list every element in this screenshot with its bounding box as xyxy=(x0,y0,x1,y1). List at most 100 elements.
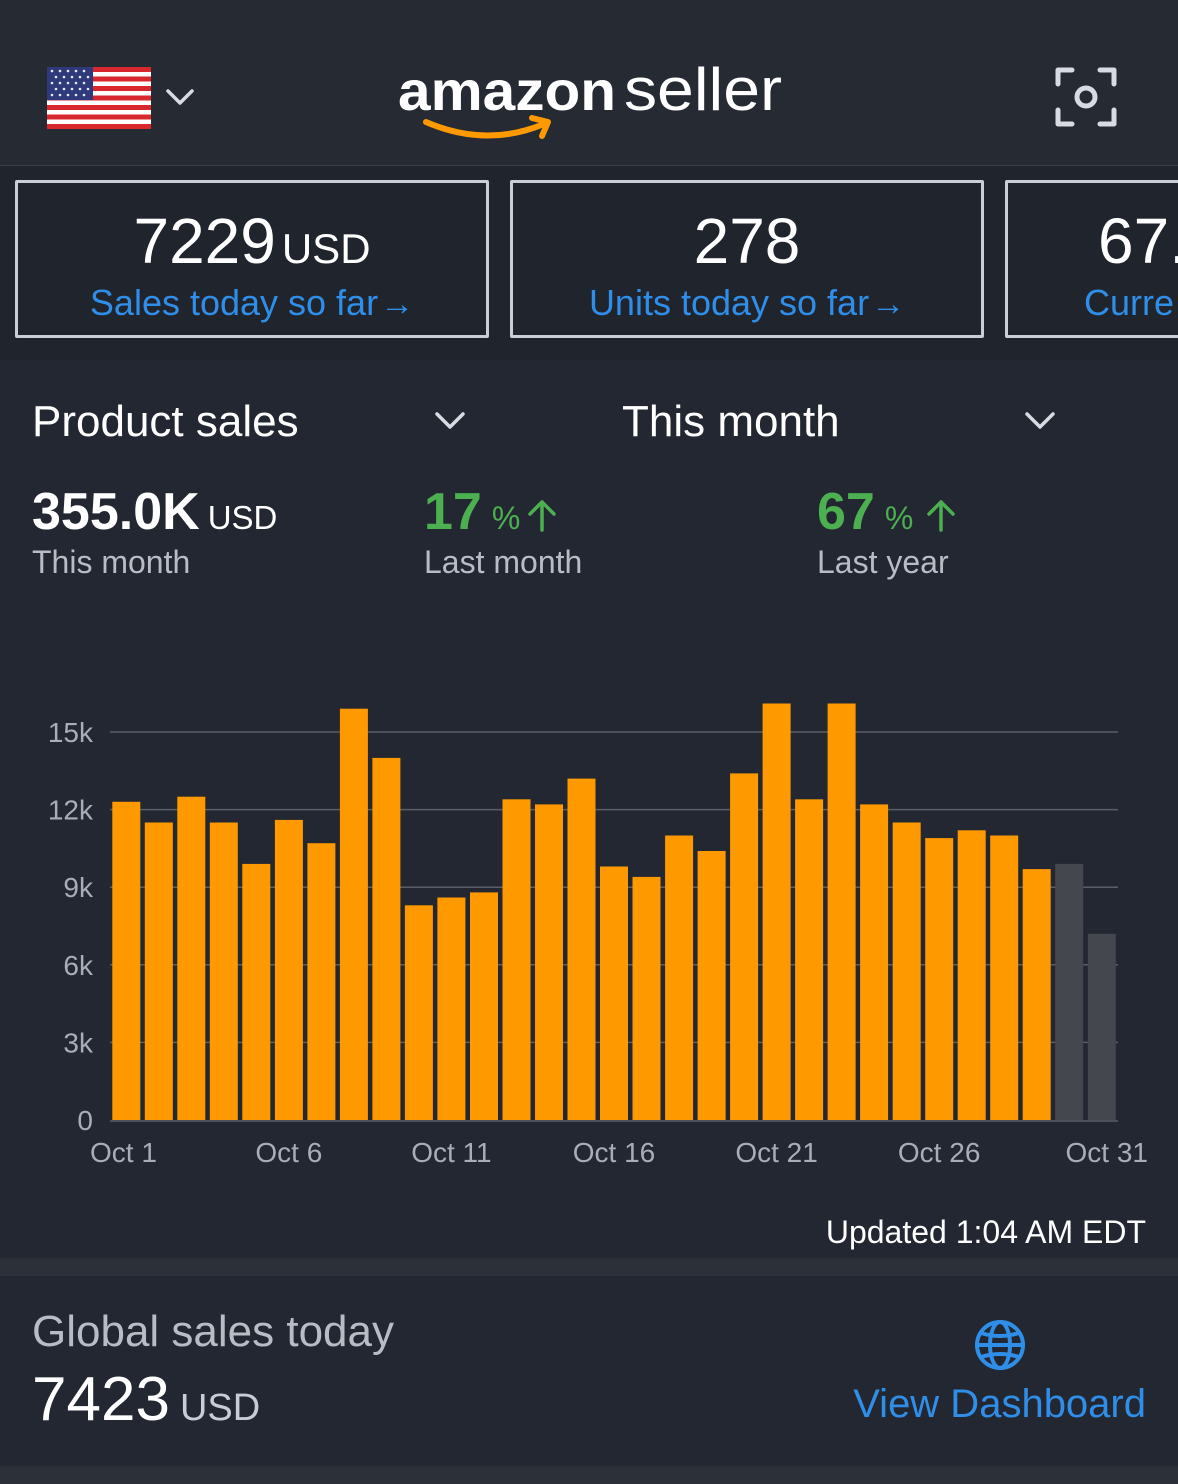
logo-brand-text: amazon xyxy=(398,59,616,122)
this-month-label: This month xyxy=(32,544,191,580)
bar-oct-3[interactable] xyxy=(177,796,206,1120)
chevron-down-icon[interactable] xyxy=(164,83,196,111)
this-month-stat: 355.0K USD xyxy=(32,482,277,548)
amazon-seller-logo: amazon seller xyxy=(398,56,782,139)
bar-oct-11[interactable] xyxy=(437,897,466,1121)
bar-oct-7[interactable] xyxy=(307,843,336,1120)
sales-today-link[interactable]: Sales today so far→ xyxy=(18,281,486,326)
units-today-label: Units today so far xyxy=(588,282,870,323)
x-tick-label: Oct 6 xyxy=(255,1137,322,1168)
bar-oct-2[interactable] xyxy=(144,822,173,1121)
updated-timestamp: Updated 1:04 AM EDT xyxy=(825,1214,1146,1250)
x-tick-label: Oct 16 xyxy=(573,1137,655,1168)
x-tick-label: Oct 31 xyxy=(1066,1137,1148,1168)
bar-oct-5[interactable] xyxy=(242,863,271,1120)
x-tick-label: Oct 11 xyxy=(411,1137,491,1168)
x-tick-label: Oct 26 xyxy=(898,1137,980,1168)
view-dashboard-link[interactable]: View Dashboard xyxy=(853,1382,1146,1426)
us-flag-icon xyxy=(47,67,151,129)
bar-oct-20[interactable] xyxy=(730,773,759,1120)
third-card-value-row: 67. xyxy=(1098,205,1178,277)
bar-oct-12[interactable] xyxy=(470,892,498,1120)
bar-oct-13[interactable] xyxy=(502,799,531,1120)
bar-oct-8[interactable] xyxy=(339,708,368,1120)
units-today-value: 278 xyxy=(693,205,801,277)
y-tick-label: 3k xyxy=(63,1027,94,1058)
last-year-value: 67 xyxy=(817,483,875,541)
bar-oct-4[interactable] xyxy=(209,822,238,1121)
bar-oct-1[interactable] xyxy=(112,801,141,1120)
bar-oct-27[interactable] xyxy=(957,830,986,1120)
bar-oct-10[interactable] xyxy=(404,905,433,1120)
metric-dropdown-label: Product sales xyxy=(32,397,299,446)
period-dropdown-label: This month xyxy=(622,397,840,446)
global-sales-value: 7423 xyxy=(32,1365,170,1434)
arrow-right-icon: → xyxy=(871,285,906,323)
bar-oct-18[interactable] xyxy=(665,835,694,1121)
sales-today-value: 7229 xyxy=(133,205,276,277)
y-tick-label: 15k xyxy=(48,717,94,748)
last-month-stat: 17% xyxy=(424,482,556,548)
y-tick-label: 9k xyxy=(63,872,94,903)
units-today-link[interactable]: Units today so far→ xyxy=(513,281,981,326)
bar-oct-28[interactable] xyxy=(990,835,1019,1121)
third-card-link[interactable]: Curre xyxy=(1084,281,1178,325)
bar-oct-9[interactable] xyxy=(372,757,401,1120)
section-divider xyxy=(0,1258,1178,1276)
bar-oct-31[interactable] xyxy=(1087,933,1116,1120)
global-sales-unit: USD xyxy=(179,1387,261,1429)
arrow-up-icon xyxy=(528,500,556,532)
sales-today-value-row: 7229 USD xyxy=(18,205,486,285)
bar-oct-6[interactable] xyxy=(274,819,303,1120)
last-month-unit: % xyxy=(491,500,521,536)
global-sales-value-row: 7423 USD xyxy=(32,1364,260,1444)
bottom-divider xyxy=(0,1466,1178,1484)
camera-scan-icon[interactable] xyxy=(1054,66,1118,128)
bar-oct-30[interactable] xyxy=(1055,863,1084,1120)
sales-today-label: Sales today so far xyxy=(89,282,379,323)
bar-oct-19[interactable] xyxy=(697,851,726,1120)
sales-panel: Product sales This month 355.0K USD This … xyxy=(0,362,1178,1258)
logo-seller-text: seller xyxy=(624,56,782,123)
y-tick-label: 12k xyxy=(48,795,94,826)
y-tick-label: 6k xyxy=(63,950,94,981)
top-bar: amazon seller xyxy=(0,0,1178,166)
sales-today-unit: USD xyxy=(281,225,371,272)
chevron-down-icon xyxy=(1025,412,1055,429)
this-month-unit: USD xyxy=(207,499,278,536)
last-year-stat: 67% xyxy=(817,482,955,548)
globe-icon[interactable] xyxy=(973,1318,1027,1372)
summary-cards: 7229 USD Sales today so far→ 278 Units to… xyxy=(0,166,1178,360)
third-card-label: Curre xyxy=(1084,282,1175,323)
arrow-up-icon xyxy=(927,500,955,532)
bar-oct-26[interactable] xyxy=(925,838,954,1120)
global-sales-section: Global sales today 7423 USD View Dashboar… xyxy=(0,1276,1178,1466)
bar-oct-14[interactable] xyxy=(535,804,563,1120)
y-tick-label: 0 xyxy=(77,1105,93,1136)
bar-oct-21[interactable] xyxy=(762,703,791,1121)
bar-oct-24[interactable] xyxy=(860,804,889,1120)
sales-today-card[interactable]: 7229 USD Sales today so far→ xyxy=(15,180,489,338)
bar-oct-17[interactable] xyxy=(632,876,661,1120)
bar-oct-25[interactable] xyxy=(892,822,921,1121)
global-sales-title: Global sales today xyxy=(32,1307,394,1356)
third-card[interactable]: 67. Curre xyxy=(1005,180,1178,338)
arrow-right-icon: → xyxy=(380,285,415,323)
units-today-card[interactable]: 278 Units today so far→ xyxy=(510,180,984,338)
last-year-unit: % xyxy=(884,500,914,536)
x-tick-label: Oct 21 xyxy=(735,1137,817,1168)
x-tick-label: Oct 1 xyxy=(90,1137,157,1168)
chevron-down-icon xyxy=(435,412,465,429)
this-month-value: 355.0K xyxy=(32,483,200,541)
last-year-label: Last year xyxy=(817,544,949,580)
units-today-value-row: 278 xyxy=(513,205,981,277)
bar-oct-16[interactable] xyxy=(600,866,628,1121)
daily-sales-bar-chart: 0 3k 6k 9k 12k 15k Oct 1 Oct 6 Oct 11 Oct 16 Oct 2… xyxy=(48,703,1148,1168)
bar-oct-23[interactable] xyxy=(827,703,856,1121)
last-month-label: Last month xyxy=(424,544,583,580)
last-month-value: 17 xyxy=(424,483,482,541)
bar-oct-15[interactable] xyxy=(567,778,596,1120)
third-card-value: 67. xyxy=(1098,205,1178,277)
bar-oct-29[interactable] xyxy=(1022,869,1051,1120)
bar-oct-22[interactable] xyxy=(795,799,824,1120)
